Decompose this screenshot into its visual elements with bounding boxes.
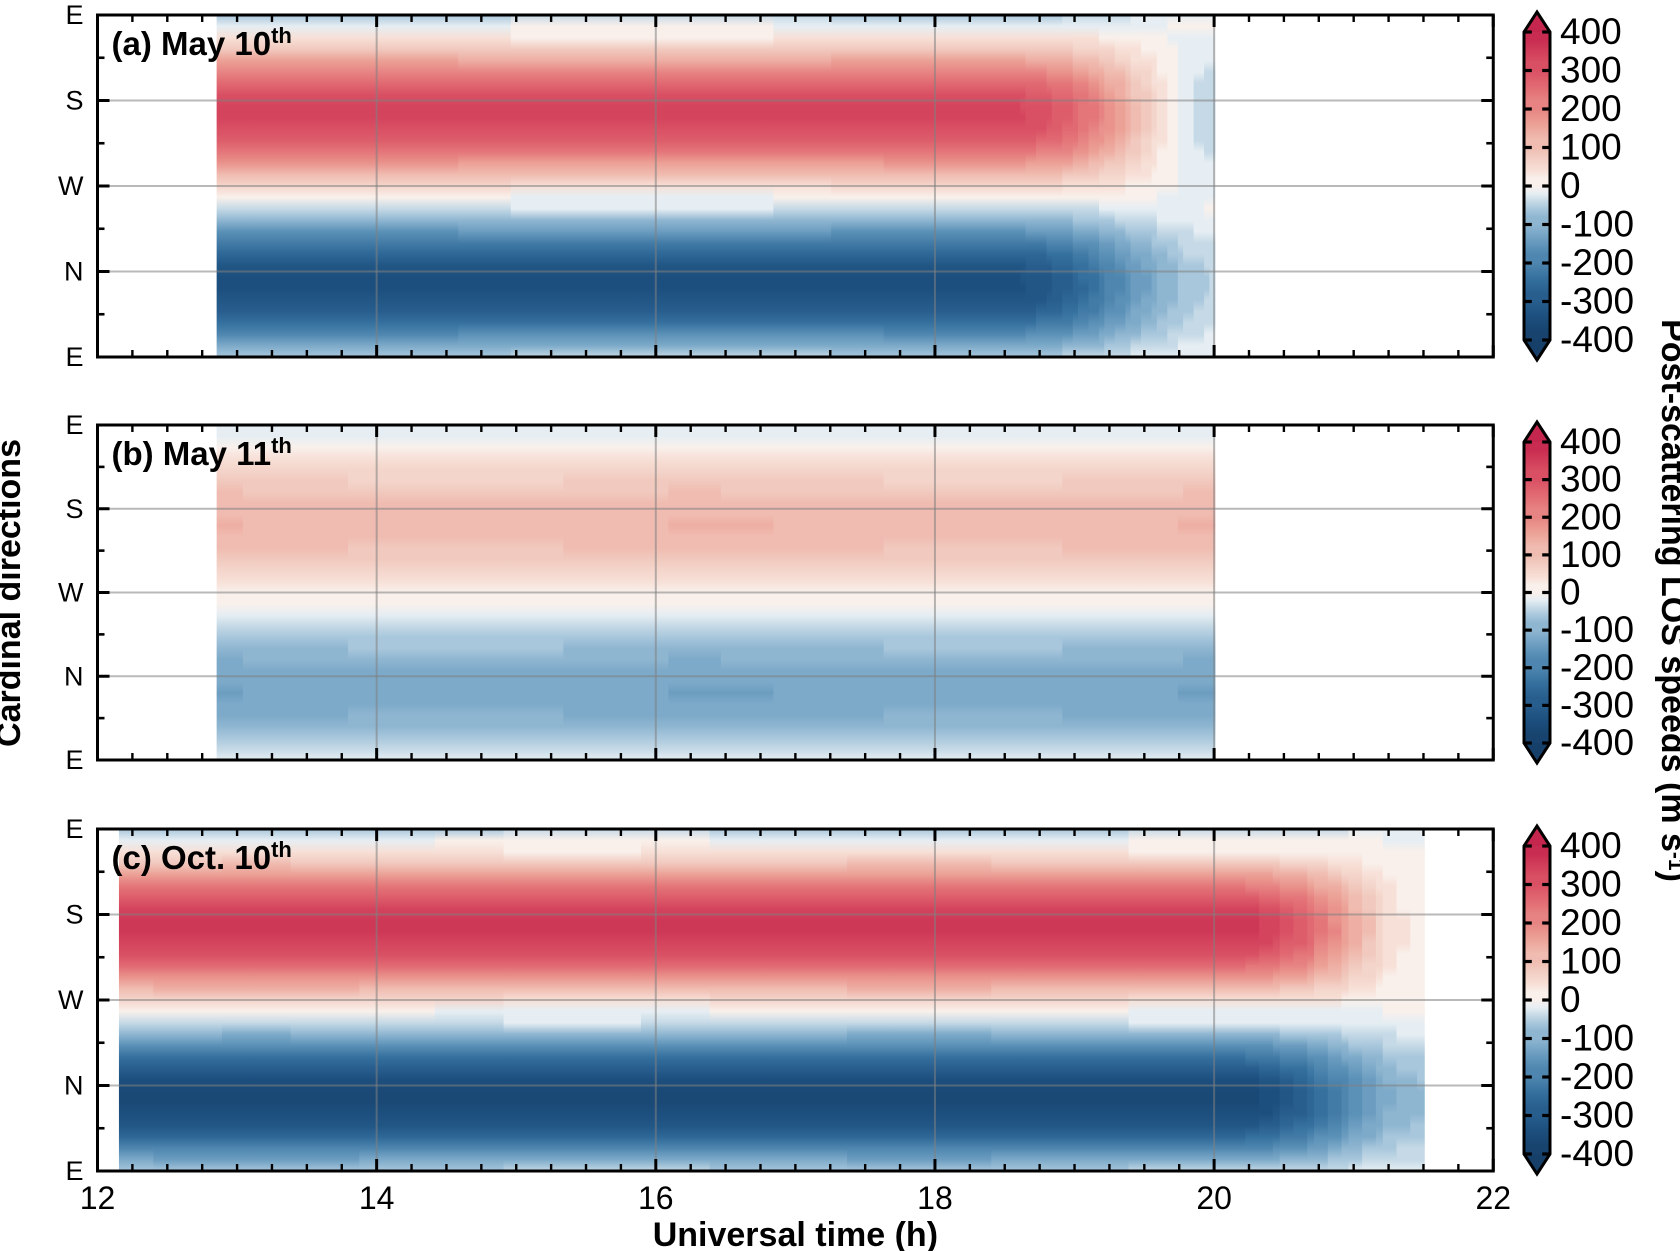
svg-text:-100: -100: [1560, 204, 1634, 245]
svg-text:200: 200: [1560, 902, 1622, 943]
svg-text:N: N: [64, 257, 84, 287]
svg-text:-300: -300: [1560, 684, 1634, 725]
svg-text:300: 300: [1560, 459, 1622, 500]
svg-text:Cardinal directions: Cardinal directions: [0, 439, 28, 747]
svg-text:Universal time (h): Universal time (h): [653, 1216, 938, 1251]
svg-text:-300: -300: [1560, 281, 1634, 322]
svg-text:100: 100: [1560, 127, 1622, 168]
svg-text:300: 300: [1560, 50, 1622, 91]
svg-text:-300: -300: [1560, 1095, 1634, 1136]
svg-text:0: 0: [1560, 979, 1581, 1020]
svg-text:18: 18: [917, 1180, 953, 1216]
svg-text:-400: -400: [1560, 319, 1634, 360]
svg-text:300: 300: [1560, 864, 1622, 905]
svg-text:S: S: [65, 900, 83, 930]
svg-text:-200: -200: [1560, 1056, 1634, 1097]
svg-text:N: N: [64, 1071, 84, 1101]
svg-text:200: 200: [1560, 496, 1622, 537]
svg-text:E: E: [65, 342, 83, 372]
svg-text:S: S: [65, 494, 83, 524]
svg-text:(a) May 10th: (a) May 10th: [112, 23, 292, 62]
svg-text:100: 100: [1560, 534, 1622, 575]
svg-text:W: W: [58, 171, 84, 201]
svg-text:E: E: [65, 0, 83, 30]
svg-text:W: W: [58, 985, 84, 1015]
svg-text:-400: -400: [1560, 722, 1634, 763]
svg-text:-100: -100: [1560, 609, 1634, 650]
svg-text:E: E: [65, 410, 83, 440]
svg-text:-400: -400: [1560, 1133, 1634, 1174]
svg-text:-100: -100: [1560, 1018, 1634, 1059]
svg-text:200: 200: [1560, 88, 1622, 129]
svg-text:S: S: [65, 86, 83, 116]
svg-text:-200: -200: [1560, 242, 1634, 283]
svg-text:100: 100: [1560, 941, 1622, 982]
svg-text:0: 0: [1560, 572, 1581, 613]
svg-text:-200: -200: [1560, 647, 1634, 688]
svg-text:22: 22: [1475, 1180, 1511, 1216]
svg-text:0: 0: [1560, 165, 1581, 206]
svg-text:W: W: [58, 578, 84, 608]
svg-text:E: E: [65, 745, 83, 775]
svg-text:14: 14: [359, 1180, 395, 1216]
svg-text:(c) Oct. 10th: (c) Oct. 10th: [112, 837, 292, 876]
svg-text:12: 12: [80, 1180, 116, 1216]
svg-text:E: E: [65, 814, 83, 844]
svg-text:400: 400: [1560, 11, 1622, 52]
svg-text:400: 400: [1560, 825, 1622, 866]
svg-text:16: 16: [638, 1180, 674, 1216]
svg-text:(b) May 11th: (b) May 11th: [112, 433, 292, 472]
svg-text:N: N: [64, 661, 84, 691]
svg-text:Post-scattering LOS speeds (m: Post-scattering LOS speeds (m s-1): [1654, 319, 1680, 882]
svg-text:400: 400: [1560, 421, 1622, 462]
svg-text:20: 20: [1196, 1180, 1232, 1216]
